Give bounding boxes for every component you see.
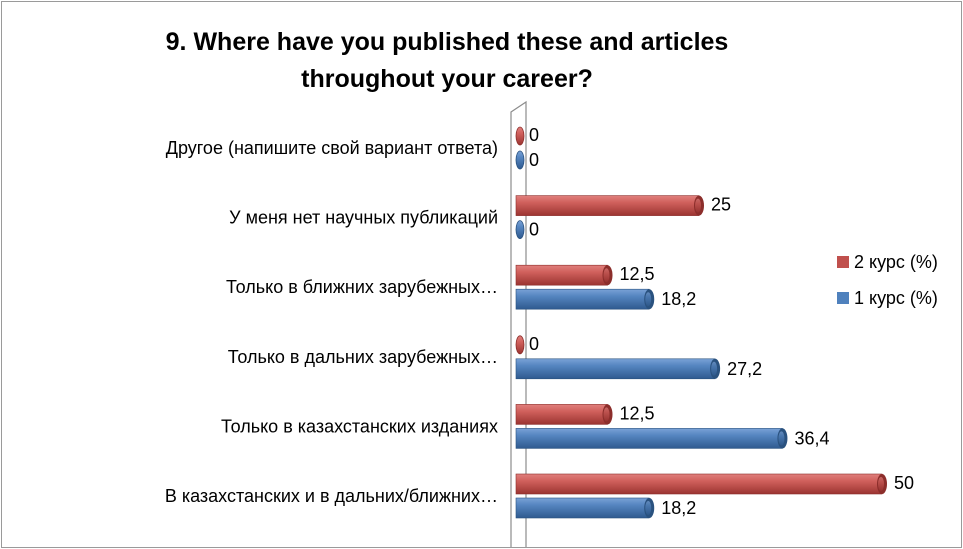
bar-series-1 — [515, 497, 655, 519]
category-label: Другое (напишите свой вариант ответа) — [166, 138, 498, 158]
category-label: Только в ближних зарубежных… — [226, 277, 498, 297]
data-label: 0 — [529, 220, 539, 240]
data-label: 12,5 — [620, 264, 655, 284]
chart-title-line-1: 9. Where have you published these and ar… — [165, 28, 729, 56]
chart-title: 9. Where have you published these and ar… — [62, 24, 832, 98]
bar-series-1 — [515, 150, 525, 170]
legend-label: 2 курс (%) — [854, 252, 938, 272]
category-label: Только в казахстанских изданиях — [221, 416, 498, 436]
data-label: 18,2 — [661, 289, 696, 309]
legend-item: 2 курс (%) — [837, 252, 938, 272]
category-label: В казахстанских и в дальних/ближних… — [165, 486, 498, 506]
data-label: 0 — [529, 125, 539, 145]
legend-label: 1 курс (%) — [854, 288, 938, 308]
bar-series-2 — [515, 473, 887, 495]
bar-series-2 — [515, 195, 704, 216]
bar-series-1 — [515, 428, 788, 449]
legend-swatch — [837, 292, 849, 304]
bar-series-2 — [515, 126, 525, 146]
data-label: 0 — [529, 150, 539, 170]
bar-series-1 — [515, 220, 525, 240]
data-label: 18,2 — [661, 498, 696, 518]
data-label: 0 — [529, 334, 539, 354]
bar-series-1 — [515, 288, 655, 310]
bar-series-2 — [515, 264, 613, 286]
legend-swatch — [837, 256, 849, 268]
bar-series-2 — [515, 404, 613, 425]
data-label: 12,5 — [620, 403, 655, 423]
chart-title-line-2: throughout your career? — [301, 65, 593, 93]
data-label: 25 — [711, 195, 731, 215]
bar-series-1 — [515, 358, 721, 380]
data-label: 50 — [894, 473, 914, 493]
data-label: 27,2 — [727, 359, 762, 379]
category-label: У меня нет научных публикаций — [229, 208, 498, 228]
category-label: Только в дальних зарубежных… — [228, 347, 498, 367]
bar-series-2 — [515, 335, 525, 355]
data-label: 36,4 — [794, 428, 829, 448]
legend-item: 1 курс (%) — [837, 288, 938, 308]
